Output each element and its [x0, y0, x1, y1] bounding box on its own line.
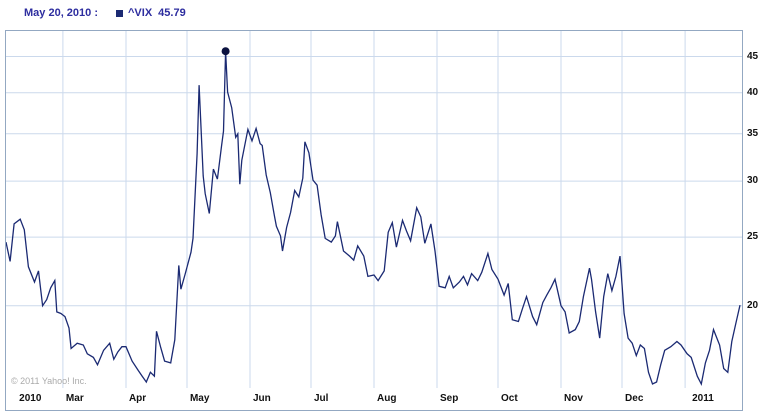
x-axis-tick-label: Oct [501, 393, 518, 404]
x-axis-tick-label: Apr [128, 393, 147, 404]
y-axis-tick-label: 25 [747, 231, 759, 243]
x-axis-tick-label: Aug [377, 393, 397, 404]
x-axis-tick-label: Jun [252, 393, 271, 404]
x-axis: 2010 Mar Apr May Jun Jul Aug Sep Oct Nov Dec 2011 [5, 388, 743, 411]
x-axis-tick-label: Dec [625, 393, 644, 404]
legend-value: 45.79 [158, 7, 186, 19]
legend-symbol: ^VIX [128, 7, 153, 19]
copyright: © 2011 Yahoo! Inc. [11, 376, 87, 386]
crosshair-date-label: May 20, 2010 : [24, 7, 98, 19]
plot-area[interactable]: © 2011 Yahoo! Inc. [5, 30, 743, 389]
x-axis-tick-label: Sep [440, 393, 459, 404]
x-axis-tick-label: Jul [313, 393, 329, 404]
legend: ^VIX 45.79 [116, 7, 186, 19]
highlight-marker [221, 47, 230, 56]
chart-header: May 20, 2010 : ^VIX 45.79 [24, 7, 186, 19]
legend-swatch-icon [116, 9, 123, 17]
x-axis-tick-label: Mar [65, 393, 84, 404]
x-axis-tick-label: 2010 [19, 393, 42, 404]
y-axis-tick-label: 35 [747, 127, 759, 139]
x-axis-tick-label: Nov [564, 393, 583, 404]
x-axis-tick-label: 2011 [692, 393, 714, 404]
x-axis-tick-label: May [189, 393, 210, 404]
price-line-chart [6, 31, 742, 388]
y-axis-tick-label: 20 [747, 299, 759, 311]
y-axis-tick-label: 45 [747, 50, 759, 62]
y-axis-tick-label: 40 [747, 86, 759, 98]
y-axis-tick-label: 30 [747, 175, 759, 187]
